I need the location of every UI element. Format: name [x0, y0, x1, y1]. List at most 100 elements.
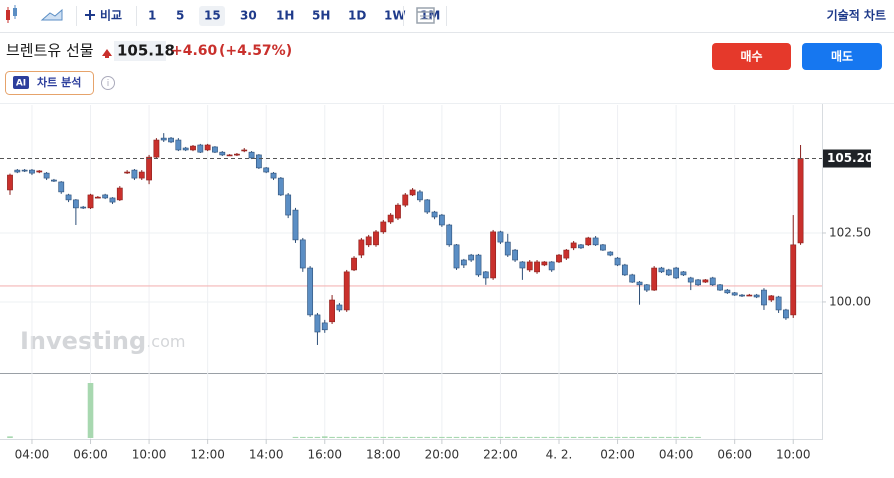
candle-body — [160, 137, 167, 141]
candle-body — [614, 257, 621, 266]
info-icon[interactable] — [101, 76, 115, 90]
candle-body — [29, 169, 35, 174]
candle-body — [600, 244, 606, 251]
sell-button[interactable] — [802, 43, 882, 70]
x-tick-label: 06:00 — [73, 448, 108, 462]
interval-button[interactable]: 1 — [148, 9, 156, 23]
volume-bar — [636, 436, 643, 438]
interval-button[interactable]: 30 — [240, 9, 257, 23]
candle-body — [124, 171, 131, 174]
candle-body — [190, 145, 196, 151]
watermark: Investing.com — [20, 327, 185, 355]
price: 105.18 — [117, 42, 175, 60]
technical-chart-link[interactable]: 기술적 차트 — [827, 8, 886, 23]
volume-bar — [534, 436, 540, 438]
candle-body — [768, 295, 775, 301]
candle-body — [585, 237, 592, 246]
interval-button[interactable]: 1W — [384, 9, 406, 23]
candle-body — [578, 244, 584, 249]
candle-body — [387, 214, 394, 223]
volume-bar — [556, 436, 562, 438]
volume-bar — [365, 436, 372, 438]
candle-body — [673, 267, 680, 279]
candle-body — [14, 169, 21, 173]
candle-body — [43, 172, 50, 179]
candle-body — [358, 239, 365, 256]
volume-bar — [673, 436, 679, 438]
y-tick-label: 100.00 — [829, 294, 871, 308]
volume-bar — [87, 383, 94, 438]
candle-body — [109, 197, 116, 203]
volume-bar — [497, 436, 504, 438]
candle-body — [373, 231, 379, 246]
volume-bar — [292, 436, 299, 438]
watermark-brand: Investing — [20, 327, 146, 355]
candle-body — [731, 292, 738, 296]
volume-bar — [483, 436, 489, 438]
x-tick-label: 18:00 — [366, 448, 401, 462]
analysis-label: 차트 분석 — [37, 75, 81, 89]
interval-selected — [199, 6, 225, 26]
volume-bar — [585, 436, 592, 438]
candle-body — [219, 151, 226, 156]
candle-body — [665, 269, 672, 276]
interval-button[interactable]: 15 — [204, 9, 221, 23]
volume-bar — [336, 436, 343, 438]
candle-body — [680, 271, 687, 276]
candle-body — [775, 296, 782, 311]
candle-body — [504, 241, 511, 256]
x-tick-label: 02:00 — [600, 448, 635, 462]
volume-bar — [490, 436, 496, 438]
candle-body — [409, 189, 416, 196]
candle-body — [277, 177, 284, 196]
up-arrow — [102, 49, 112, 58]
candle-body — [417, 191, 423, 201]
volume-bar — [629, 436, 635, 438]
x-tick-label: 16:00 — [307, 448, 342, 462]
candle-body — [709, 277, 716, 286]
candle-body — [636, 281, 643, 286]
candle-body — [241, 149, 248, 152]
volume-bar — [329, 436, 335, 438]
candle-body — [761, 289, 767, 306]
plus-icon — [85, 10, 95, 20]
interval-button[interactable]: 1D — [348, 9, 366, 23]
candle-body — [395, 204, 401, 219]
volume-bar — [622, 436, 628, 438]
candle-body — [592, 237, 599, 246]
volume-bar — [380, 436, 387, 438]
candle-body — [270, 172, 277, 179]
candle-body — [790, 244, 797, 316]
volume-bar — [695, 436, 701, 438]
candle-body — [7, 174, 13, 191]
compare-button[interactable]: 비교 — [100, 8, 122, 23]
volume-bar — [439, 436, 445, 438]
candle-body — [475, 254, 482, 276]
volume-bar — [409, 436, 416, 438]
interval-button[interactable]: 5 — [176, 9, 184, 23]
interval-button[interactable]: 1H — [276, 9, 294, 23]
candle-body — [168, 137, 174, 143]
buy-button[interactable] — [712, 43, 791, 70]
candle-body — [438, 214, 445, 226]
candle-body — [365, 236, 372, 246]
x-tick-label: 10:00 — [132, 448, 167, 462]
area-icon[interactable] — [40, 8, 63, 21]
volume-bar — [417, 436, 423, 438]
volume-bar — [314, 436, 321, 438]
candle-body — [153, 139, 160, 158]
volume-bar — [570, 436, 577, 438]
volume-bar — [402, 436, 409, 438]
candle-body — [702, 279, 709, 283]
buy-label: 매수 — [740, 49, 762, 64]
candle-icon[interactable] — [6, 5, 17, 23]
price-bg — [114, 41, 166, 61]
volume-bar — [651, 436, 657, 438]
candle-body — [72, 199, 79, 209]
volume-bar — [526, 436, 533, 438]
candle-body — [534, 261, 540, 273]
interval-button[interactable]: 5H — [312, 9, 330, 23]
volume-bar — [343, 436, 350, 438]
candle-body — [182, 147, 189, 151]
table-icon[interactable] — [416, 7, 435, 24]
